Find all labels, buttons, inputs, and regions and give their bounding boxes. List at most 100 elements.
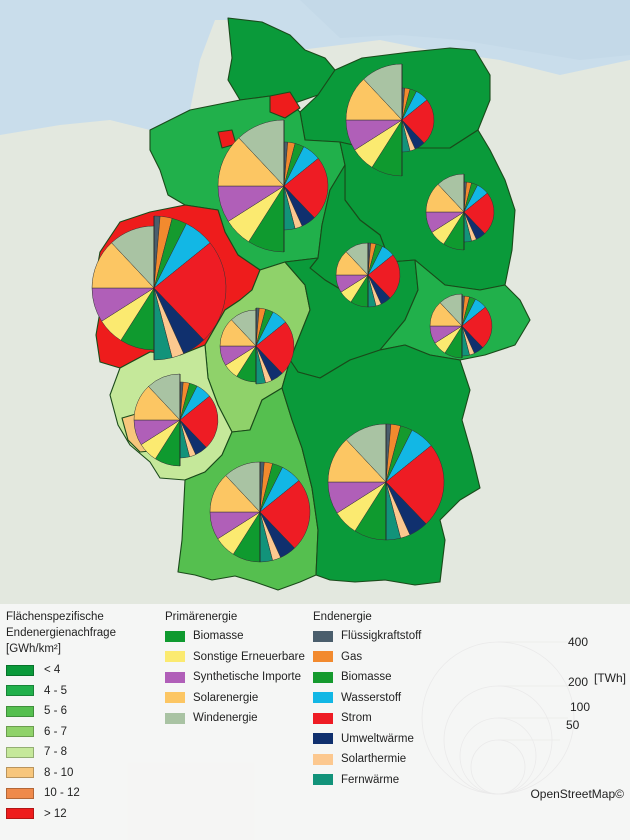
pie-slice-end-strom (401, 99, 435, 144)
primary-legend-swatch (165, 651, 185, 663)
end-legend-item-6: Solarthermie (313, 749, 421, 770)
basemap-baltic (300, 0, 630, 60)
density-legend-item-6: 10 - 12 (6, 783, 116, 804)
pie-brandenburg (425, 173, 495, 251)
pie-slice-end-strom (153, 242, 227, 341)
pie-nordrhein-westfalen (91, 215, 227, 361)
density-legend-swatch (6, 705, 34, 717)
density-legend: Flächenspezifische Endenergienachfrage [… (6, 610, 116, 824)
pie-niedersachsen (217, 119, 329, 253)
primary-legend: Primärenergie Biomasse Sonstige Erneuerba… (165, 610, 305, 729)
primary-legend-item-3: Solarenergie (165, 688, 305, 709)
density-legend-swatch (6, 746, 34, 758)
pie-slice-end-strom (283, 158, 329, 219)
density-legend-item-3: 6 - 7 (6, 722, 116, 743)
primary-legend-label: Synthetische Importe (193, 671, 302, 684)
pie-sachsen-anhalt (335, 242, 401, 308)
pie-slice-end-strom (255, 321, 295, 374)
density-legend-title-3: [GWh/km²] (6, 643, 61, 655)
primary-legend-label: Windenergie (193, 712, 258, 725)
end-legend-item-2: Biomasse (313, 667, 421, 688)
primary-legend-item-0: Biomasse (165, 626, 305, 647)
end-legend-label: Biomasse (341, 671, 392, 684)
primary-legend-item-2: Synthetische Importe (165, 667, 305, 688)
pie-baden-wuerttemberg (209, 461, 311, 563)
primary-legend-swatch (165, 692, 185, 704)
end-legend-item-5: Umweltwärme (313, 729, 421, 750)
pie-slice-end-strom (461, 306, 493, 349)
end-legend-item-1: Gas (313, 647, 421, 668)
density-legend-item-0: < 4 (6, 660, 116, 681)
end-legend-label: Solarthermie (341, 753, 407, 766)
end-legend-item-4: Strom (313, 708, 421, 729)
density-legend-title-1: Flächenspezifische (6, 611, 104, 623)
pie-slice-end-strom (463, 192, 495, 235)
density-legend-item-1: 4 - 5 (6, 681, 116, 702)
size-label-50: 50 (566, 718, 580, 732)
primary-legend-swatch (165, 712, 185, 724)
end-legend-swatch (313, 630, 333, 642)
end-legend-swatch (313, 753, 333, 765)
end-legend-label: Fernwärme (341, 773, 400, 786)
end-legend-swatch (313, 651, 333, 663)
pie-bayern (327, 423, 445, 541)
pie-mecklenburg-vorpommern (345, 63, 435, 177)
end-legend-title: Endenergie (313, 611, 372, 623)
primary-legend-swatch (165, 671, 185, 683)
end-legend-item-0: Flüssigkraftstoff (313, 626, 421, 647)
density-legend-swatch (6, 808, 34, 820)
end-legend-swatch (313, 671, 333, 683)
density-legend-swatch (6, 726, 34, 738)
pie-slice-end-strom (367, 254, 401, 299)
primary-legend-label: Biomasse (193, 630, 244, 643)
credit-text: OpenStreetMap© (530, 787, 624, 801)
size-label-200: 200 (568, 675, 589, 689)
primary-legend-label: Sonstige Erneuerbare (193, 650, 305, 663)
density-legend-swatch (6, 787, 34, 799)
density-legend-item-2: 5 - 6 (6, 701, 116, 722)
density-legend-label: 7 - 8 (44, 746, 68, 759)
end-legend-swatch (313, 733, 333, 745)
density-legend-label: 4 - 5 (44, 684, 68, 697)
pie-slice-end-strom (179, 395, 219, 448)
end-legend-label: Strom (341, 712, 372, 725)
state-hamburg (269, 91, 301, 119)
end-legend-label: Gas (341, 650, 363, 663)
primary-legend-item-4: Windenergie (165, 708, 305, 729)
density-legend-title-2: Endenergienachfrage (6, 627, 116, 639)
size-label-400: 400 (568, 635, 589, 649)
pie-sachsen (429, 293, 493, 359)
end-legend-swatch (313, 774, 333, 786)
density-legend-label: 10 - 12 (44, 787, 80, 800)
density-legend-label: 8 - 10 (44, 766, 74, 779)
primary-legend-swatch (165, 630, 185, 642)
pie-slice-end-strom (385, 445, 445, 525)
pie-hessen (219, 307, 295, 385)
end-legend-swatch (313, 692, 333, 704)
density-legend-label: 5 - 6 (44, 705, 68, 718)
density-legend-swatch (6, 685, 34, 697)
density-legend-swatch (6, 767, 34, 779)
end-legend-label: Flüssigkraftstoff (341, 630, 422, 643)
pie-rheinland-pfalz (133, 373, 219, 467)
density-legend-label: 6 - 7 (44, 725, 68, 738)
density-legend-label: > 12 (44, 807, 67, 820)
end-legend-swatch (313, 712, 333, 724)
density-legend-label: < 4 (44, 664, 61, 677)
primary-legend-label: Solarenergie (193, 691, 259, 704)
end-legend-label: Wasserstoff (341, 691, 402, 704)
end-legend: Endenergie Flüssigkraftstoff Gas Biomasse W… (313, 610, 421, 790)
density-legend-item-4: 7 - 8 (6, 742, 116, 763)
pie-chart-layer (91, 63, 495, 563)
size-unit-label: [TWh] (594, 671, 626, 685)
pie-slice-end-strom (259, 480, 311, 549)
primary-legend-item-1: Sonstige Erneuerbare (165, 647, 305, 668)
end-legend-label: Umweltwärme (341, 732, 414, 745)
end-legend-item-7: Fernwärme (313, 770, 421, 791)
size-label-100: 100 (570, 700, 591, 714)
density-legend-item-7: > 12 (6, 804, 116, 825)
primary-legend-title: Primärenergie (165, 611, 238, 623)
end-legend-item-3: Wasserstoff (313, 688, 421, 709)
